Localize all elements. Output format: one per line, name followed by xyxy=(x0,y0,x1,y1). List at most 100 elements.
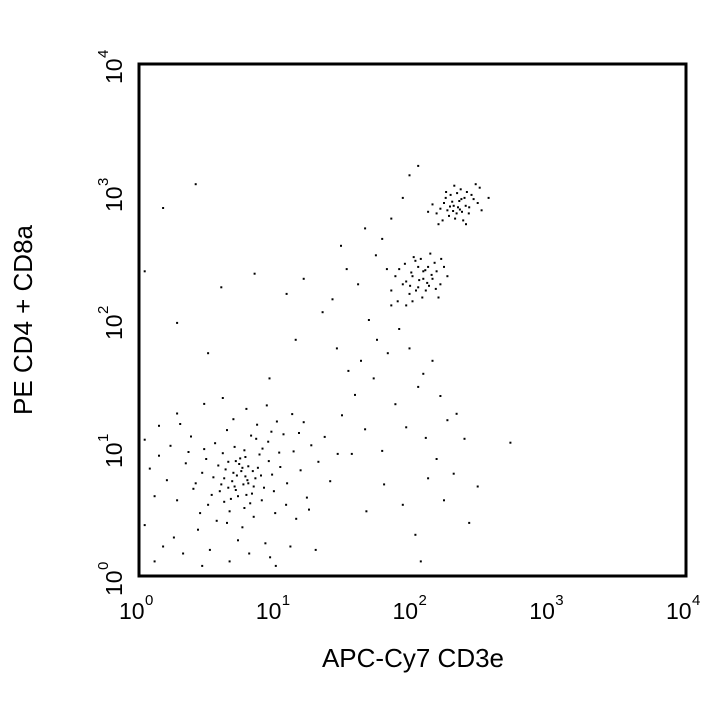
data-point xyxy=(158,424,160,427)
data-point xyxy=(418,279,421,282)
data-point xyxy=(424,289,427,292)
data-point xyxy=(460,198,463,201)
data-point xyxy=(184,462,187,465)
data-point xyxy=(214,442,217,445)
data-point xyxy=(424,269,427,272)
data-point xyxy=(254,477,257,480)
y-tick-exponent: 0 xyxy=(95,562,112,570)
data-point xyxy=(403,262,406,265)
data-point xyxy=(472,198,475,201)
data-point xyxy=(249,502,252,505)
data-point xyxy=(372,377,375,380)
data-point xyxy=(143,270,146,273)
data-point xyxy=(414,533,417,536)
data-point xyxy=(465,191,468,193)
data-point xyxy=(148,467,151,470)
data-point xyxy=(458,208,461,211)
data-point xyxy=(458,200,461,202)
data-point xyxy=(203,402,206,405)
data-point xyxy=(314,548,317,551)
data-point xyxy=(449,205,451,208)
data-point xyxy=(329,480,332,483)
data-point xyxy=(443,202,445,204)
data-point xyxy=(476,202,479,204)
data-point xyxy=(461,210,463,213)
data-point xyxy=(153,560,156,563)
data-point xyxy=(435,458,438,460)
data-point xyxy=(427,265,430,268)
data-point xyxy=(255,437,258,440)
data-point xyxy=(427,477,430,480)
data-point xyxy=(237,539,239,542)
data-point xyxy=(435,270,438,273)
data-point xyxy=(253,272,256,275)
data-point xyxy=(345,268,348,271)
data-point xyxy=(210,493,213,496)
data-point xyxy=(412,256,415,259)
data-point xyxy=(143,524,146,527)
data-point xyxy=(364,428,367,431)
data-point xyxy=(446,209,449,212)
data-point xyxy=(424,436,427,439)
data-point xyxy=(419,257,422,260)
data-point xyxy=(509,441,512,444)
data-point xyxy=(421,296,424,299)
data-point xyxy=(439,283,442,286)
data-point xyxy=(217,464,220,467)
data-point xyxy=(267,440,270,443)
data-point xyxy=(487,196,490,199)
x-tick-exponent: 3 xyxy=(555,592,563,609)
data-point xyxy=(270,430,273,433)
data-point xyxy=(381,449,384,452)
data-point xyxy=(452,204,455,207)
data-point xyxy=(385,268,388,271)
data-point xyxy=(464,204,467,207)
data-point xyxy=(232,418,235,421)
data-point xyxy=(331,298,334,301)
data-point xyxy=(463,196,466,199)
data-point xyxy=(417,286,420,289)
x-tick-label: 10 xyxy=(529,598,555,624)
data-point xyxy=(428,284,430,287)
data-point xyxy=(187,451,190,453)
data-point xyxy=(274,564,277,567)
y-tick: 101 xyxy=(95,434,127,468)
data-point xyxy=(224,468,227,471)
data-point xyxy=(308,508,310,511)
data-point xyxy=(323,435,326,438)
data-point xyxy=(274,512,277,515)
data-point xyxy=(271,473,274,476)
data-point xyxy=(357,283,360,286)
data-points xyxy=(143,164,512,567)
x-tick-label: 10 xyxy=(119,598,145,624)
data-point xyxy=(405,304,408,307)
data-point xyxy=(409,284,412,287)
data-point xyxy=(192,487,195,490)
data-point xyxy=(381,237,384,240)
data-point xyxy=(172,536,175,539)
data-point xyxy=(431,359,434,362)
data-point xyxy=(451,200,454,203)
data-point xyxy=(182,552,185,555)
data-point xyxy=(169,444,172,447)
data-point xyxy=(443,265,445,268)
y-tick: 102 xyxy=(95,306,127,340)
data-point xyxy=(289,545,292,548)
data-point xyxy=(411,300,414,303)
data-point xyxy=(419,560,422,563)
data-point xyxy=(215,519,218,522)
data-point xyxy=(310,444,313,447)
data-point xyxy=(441,219,444,222)
data-point xyxy=(354,393,356,396)
y-tick-label: 10 xyxy=(101,570,127,596)
data-point xyxy=(465,223,467,226)
data-point xyxy=(158,454,160,457)
data-point xyxy=(190,435,192,438)
data-point xyxy=(220,483,223,486)
data-point xyxy=(317,460,320,463)
data-point xyxy=(365,510,368,513)
data-point xyxy=(429,252,432,255)
data-point xyxy=(426,281,429,284)
data-point xyxy=(291,413,294,416)
